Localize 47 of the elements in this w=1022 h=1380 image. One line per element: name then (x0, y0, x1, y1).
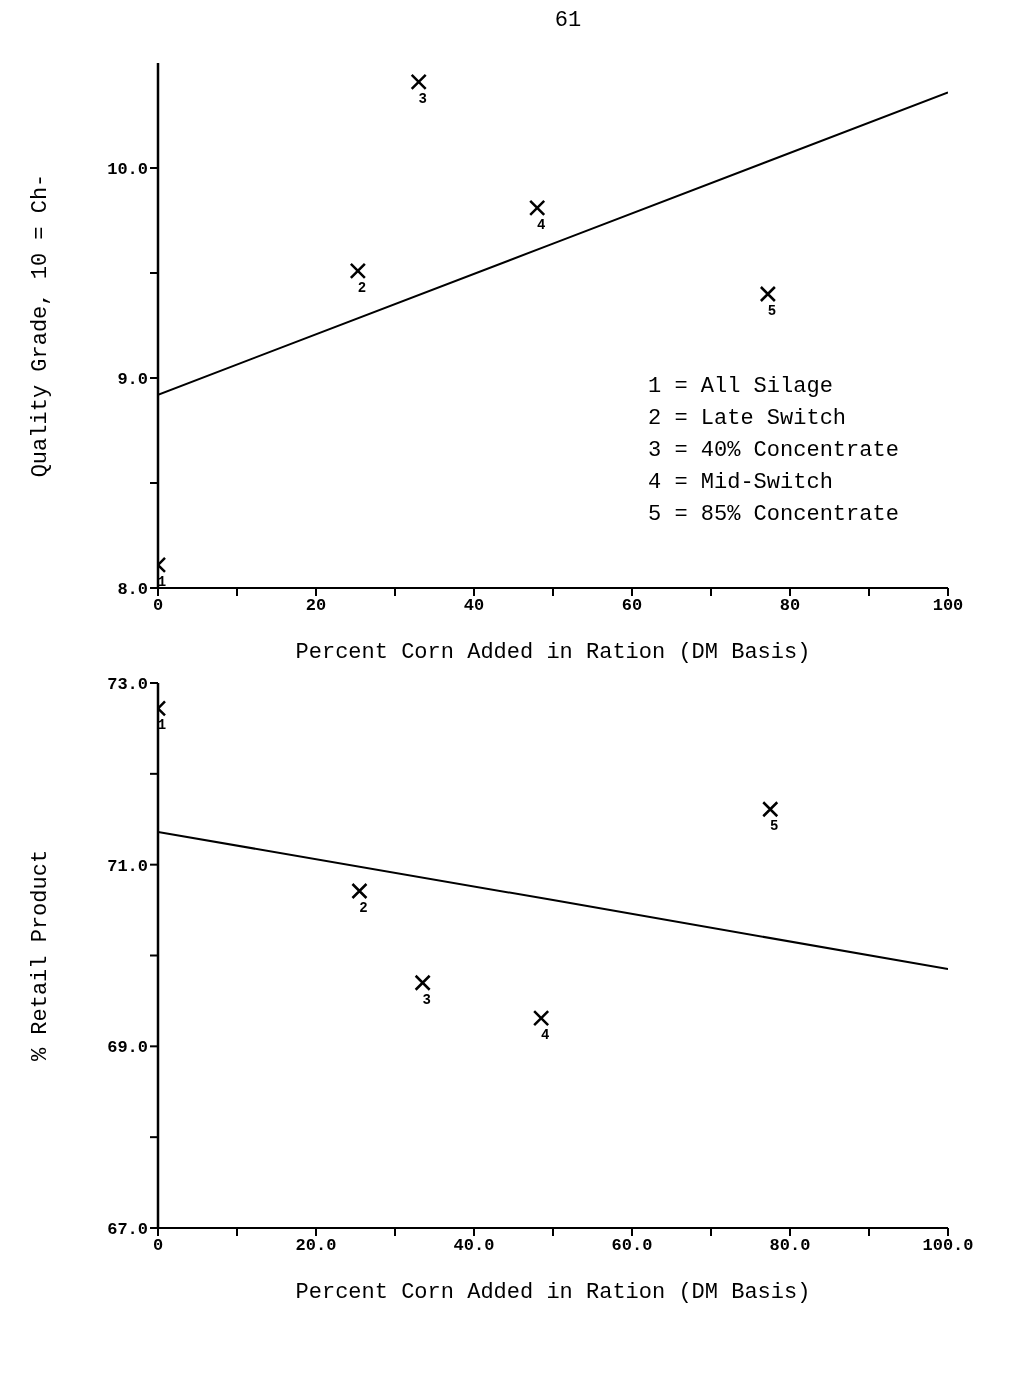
point (410, 73, 427, 91)
x-axis-title: Percent Corn Added in Ration (DM Basis) (295, 1280, 811, 1305)
x-tick-label: 40.0 (453, 1236, 495, 1256)
x-tick-label: 0 (152, 1236, 164, 1256)
y-axis-title: % Retail Product (27, 849, 53, 1062)
annotation: 3 (418, 90, 427, 107)
x-tick-label: 100 (932, 596, 964, 616)
y-tick-label: 9.0 (117, 370, 148, 390)
annotation: 2 (357, 279, 367, 296)
annotation: 3 (422, 991, 431, 1008)
x-tick-label: 80.0 (769, 1236, 811, 1256)
annotation: 2 (359, 900, 368, 917)
y-tick-label: 10.0 (107, 160, 148, 180)
y-tick-label: 73.0 (107, 675, 148, 695)
point (528, 199, 546, 217)
x-tick-label: 60.0 (611, 1236, 653, 1256)
y-tick-label: 71.0 (107, 856, 148, 876)
x-tick-label: 80 (779, 596, 801, 616)
annotation: 1 (157, 717, 167, 734)
text: 4 = Mid-Switch (648, 470, 833, 495)
annotation: 4 (540, 1027, 550, 1044)
point (414, 974, 431, 991)
x-tick-label: 0 (152, 596, 164, 616)
y-axis-title: Quality Grade, 10 = Ch- (27, 173, 53, 478)
point (762, 801, 779, 818)
y-tick-label: 69.0 (107, 1038, 148, 1058)
y-tick-label: 67.0 (107, 1220, 148, 1240)
annotation: 5 (767, 303, 777, 319)
annotation: 1 (157, 573, 167, 590)
annotation: 5 (770, 818, 779, 835)
x-axis-title: Percent Corn Added in Ration (DM Basis) (295, 640, 811, 665)
text: 5 = 85% Concentrate (648, 502, 899, 527)
point (351, 882, 368, 900)
point (759, 285, 777, 303)
x-tick-label: 100.0 (922, 1236, 974, 1256)
x-tick-label: 60 (621, 596, 643, 616)
point (532, 1009, 550, 1027)
text: 1 = All Silage (648, 374, 833, 399)
x-tick-label: 20 (305, 596, 327, 616)
annotation: 4 (537, 216, 546, 233)
text: 3 = 40% Concentrate (648, 438, 899, 463)
x-tick-label: 20.0 (295, 1236, 337, 1256)
chart-title: 61 (553, 8, 583, 35)
y-tick-label: 8.0 (117, 580, 148, 600)
point (349, 262, 367, 280)
text: 2 = Late Switch (648, 406, 847, 431)
x-tick-label: 40 (463, 596, 485, 616)
